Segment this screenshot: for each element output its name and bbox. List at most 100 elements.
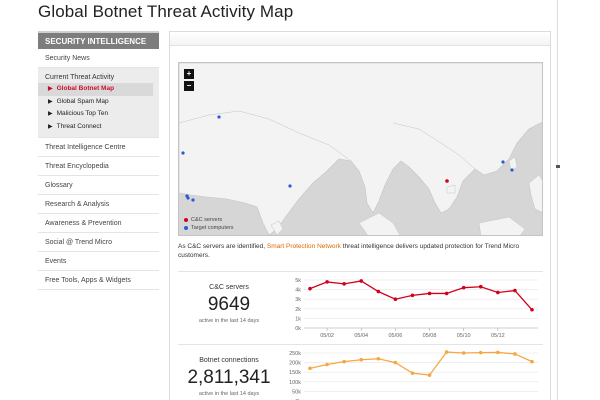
scroll-marker bbox=[556, 165, 560, 168]
y-tick-label: 0k bbox=[295, 326, 301, 332]
bullet-icon: ▶ bbox=[48, 86, 53, 92]
y-tick-label: 50k bbox=[292, 389, 301, 395]
cnc-stat-value: 9649 bbox=[207, 294, 251, 315]
botnet-stat-value: 2,811,341 bbox=[187, 367, 271, 388]
data-point bbox=[342, 282, 346, 286]
x-tick-label: 05/10 bbox=[457, 333, 471, 339]
y-tick-label: 250k bbox=[289, 351, 301, 357]
y-tick-label: 5k bbox=[295, 278, 301, 284]
data-point bbox=[461, 285, 466, 290]
bullet-icon: ▶ bbox=[48, 98, 53, 105]
x-tick-label: 05/08 bbox=[423, 333, 437, 339]
map-land-hainan bbox=[446, 184, 456, 194]
sidebar-item-security-news[interactable]: Security News bbox=[38, 49, 159, 68]
main-content: + − C&C servers Target computers As C&C … bbox=[169, 31, 551, 400]
zoom-in-button[interactable]: + bbox=[184, 69, 194, 79]
page-scroll-edge bbox=[557, 0, 560, 400]
map-land-india-border bbox=[179, 110, 352, 162]
info-text: As C&C servers are identified, Smart Pro… bbox=[178, 242, 543, 260]
smart-protection-network-link[interactable]: Smart Protection Network bbox=[266, 243, 341, 250]
botnet-stat-block: Botnet connections 2,811,341 active in t… bbox=[178, 344, 543, 400]
sidebar-subitem-label: Threat Connect bbox=[56, 122, 102, 130]
bullet-icon: ▶ bbox=[48, 123, 53, 130]
info-text-after: threat intelligence delivers updated pro… bbox=[178, 243, 520, 259]
sidebar-subitem-threat-connect[interactable]: ▶ Threat Connect bbox=[38, 121, 153, 134]
botnet-stat-label: Botnet connections bbox=[199, 357, 259, 364]
data-point bbox=[410, 371, 415, 375]
data-point bbox=[513, 352, 517, 356]
data-point bbox=[410, 293, 415, 298]
sidebar-item-free-tools[interactable]: Free Tools, Apps & Widgets bbox=[38, 271, 159, 290]
data-point bbox=[359, 279, 364, 283]
blue-dot-icon bbox=[184, 225, 188, 230]
botnet-trend-chart: 250k200k150k100k50k0k05/0205/0405/0605/0… bbox=[289, 350, 538, 400]
y-tick-label: 3k bbox=[295, 297, 301, 303]
sidebar-item-threat-intelligence-centre[interactable]: Threat Intelligence Centre bbox=[38, 138, 159, 157]
y-tick-label: 200k bbox=[289, 361, 301, 367]
content-header-bar bbox=[170, 32, 550, 46]
y-tick-label: 100k bbox=[289, 380, 301, 386]
red-dot-icon bbox=[184, 217, 188, 222]
x-tick-label: 05/02 bbox=[320, 333, 334, 339]
info-text-before: As C&C servers are identified, bbox=[178, 243, 267, 250]
sidebar-item-current-threat-activity[interactable]: Current Threat Activity bbox=[45, 74, 115, 81]
sidebar-item-awareness-prevention[interactable]: Awareness & Prevention bbox=[38, 214, 159, 233]
data-point bbox=[461, 351, 466, 355]
y-tick-label: 2k bbox=[295, 307, 301, 313]
map-land-taiwan bbox=[508, 156, 518, 172]
target-computer-marker bbox=[181, 151, 185, 155]
data-point bbox=[376, 356, 381, 361]
y-tick-label: 4k bbox=[295, 288, 301, 294]
botnet-map[interactable]: + − C&C servers Target computers bbox=[178, 62, 543, 236]
x-tick-label: 05/06 bbox=[389, 333, 403, 339]
target-computer-marker bbox=[191, 198, 195, 202]
sidebar-item-social-trend-micro[interactable]: Social @ Trend Micro bbox=[38, 233, 159, 252]
target-computer-marker bbox=[217, 115, 221, 119]
map-legend: C&C servers Target computers bbox=[184, 216, 234, 232]
sidebar-item-glossary[interactable]: Glossary bbox=[38, 176, 159, 195]
sidebar-subitem-label: Global Botnet Map bbox=[56, 85, 115, 92]
x-tick-label: 05/12 bbox=[491, 333, 505, 339]
data-point bbox=[376, 289, 381, 294]
sidebar-item-research-analysis[interactable]: Research & Analysis bbox=[38, 195, 159, 214]
zoom-out-button[interactable]: − bbox=[184, 81, 194, 91]
legend-item-cnc: C&C servers bbox=[184, 216, 234, 224]
botnet-stat-sub: active in the last 14 days bbox=[198, 391, 260, 397]
data-point bbox=[427, 291, 432, 296]
data-point bbox=[444, 350, 449, 354]
sidebar-group-current-threat-activity: Current Threat Activity ▶ Global Botnet … bbox=[38, 68, 159, 138]
data-point bbox=[325, 280, 329, 284]
y-tick-label: 1k bbox=[295, 316, 301, 322]
sidebar-subitem-global-spam-map[interactable]: ▶ Global Spam Map bbox=[38, 96, 153, 109]
data-point bbox=[359, 357, 364, 362]
map-land-philippines bbox=[528, 174, 542, 213]
data-point bbox=[427, 373, 432, 377]
cnc-stat-summary: C&C servers 9649 active in the last 14 d… bbox=[178, 272, 280, 344]
cnc-trend-chart: 5k 4k 3k 2k 1k 0k 05/02 05/04 05/06 05/08 05/10 05/… bbox=[295, 278, 538, 339]
legend-item-targets: Target computers bbox=[184, 224, 234, 232]
sidebar-item-events[interactable]: Events bbox=[38, 252, 159, 271]
cnc-stat-label: C&C servers bbox=[209, 284, 249, 291]
data-point bbox=[530, 359, 534, 364]
data-point bbox=[496, 350, 500, 355]
target-computer-marker bbox=[288, 184, 292, 188]
sidebar-item-threat-encyclopedia[interactable]: Threat Encyclopedia bbox=[38, 157, 159, 176]
botnet-stat-summary: Botnet connections 2,811,341 active in t… bbox=[178, 345, 280, 400]
data-point bbox=[342, 359, 346, 364]
sidebar-nav: SECURITY INTELLIGENCE Security News Curr… bbox=[38, 31, 159, 290]
sidebar-subitem-label: Global Spam Map bbox=[56, 97, 109, 105]
page-title: Global Botnet Threat Activity Map bbox=[38, 2, 294, 21]
legend-label: C&C servers bbox=[191, 217, 223, 223]
sidebar-subitem-malicious-top-ten[interactable]: ▶ Malicious Top Ten bbox=[38, 108, 153, 121]
map-land-borneo bbox=[478, 216, 526, 235]
data-point bbox=[325, 362, 329, 367]
map-land-indochina-border bbox=[392, 122, 476, 170]
data-point bbox=[496, 290, 500, 295]
data-point bbox=[393, 297, 398, 301]
target-computer-marker bbox=[501, 160, 505, 164]
series-line bbox=[309, 280, 533, 311]
data-point bbox=[478, 350, 483, 355]
data-point bbox=[444, 291, 449, 296]
cnc-server-marker bbox=[445, 179, 449, 183]
sidebar-subitem-global-botnet-map[interactable]: ▶ Global Botnet Map bbox=[38, 83, 153, 96]
